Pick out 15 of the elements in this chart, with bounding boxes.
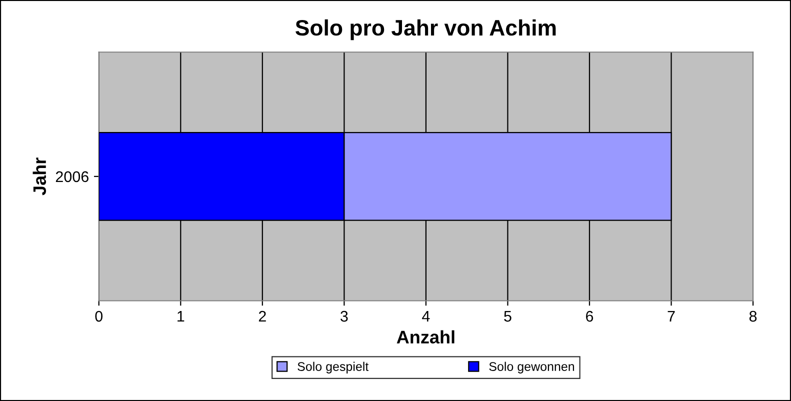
x-tick-label: 7 [668,311,675,322]
x-tick-label: 0 [95,310,103,322]
legend-label: Solo gewonnen [489,362,574,374]
x-tick-label: 8 [749,310,757,322]
x-tick-label: 1 [178,311,184,322]
chart-title: Solo pro Jahr von Achim [296,19,556,40]
legend-label: Solo gespielt [298,362,369,374]
x-tick-label: 2 [258,310,266,322]
x-tick-label: 4 [422,311,430,322]
x-axis-title: Anzahl [396,330,454,344]
y-axis-title: Jahr [32,158,46,196]
x-tick-label: 6 [586,310,594,322]
y-tick-label: 2006 [56,171,88,182]
x-tick-label: 5 [504,311,512,322]
x-tick-label: 3 [340,310,348,322]
